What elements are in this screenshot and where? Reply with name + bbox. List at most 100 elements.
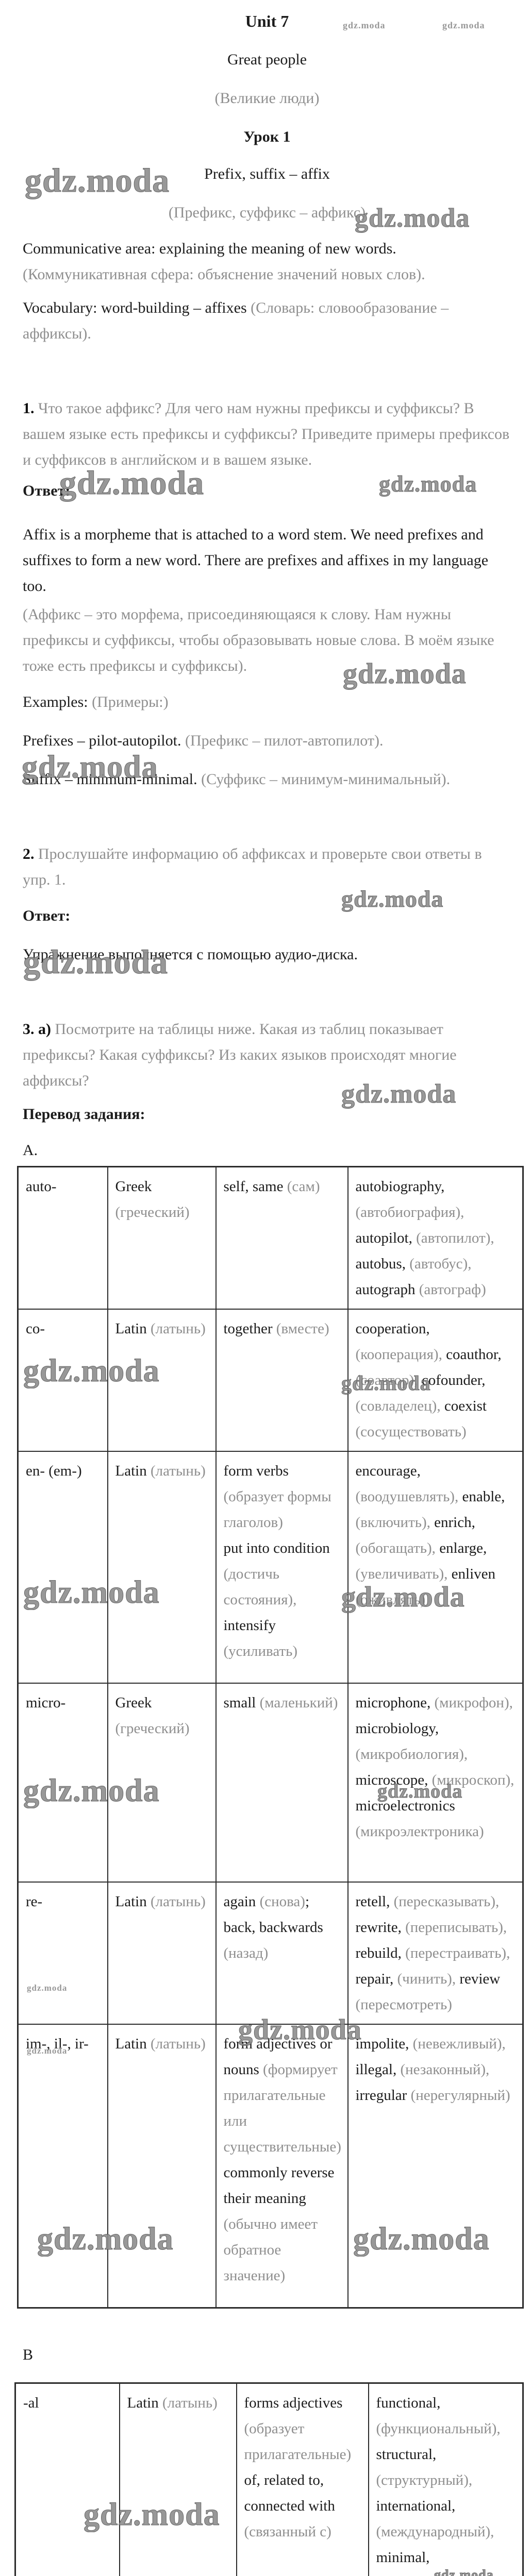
table-cell-origin: Greek (греческий): [107, 1166, 217, 1310]
text-segment: (микрофон),: [434, 1694, 513, 1711]
text-segment: forms adjectives: [244, 2394, 343, 2411]
text-segment: (автопилот),: [416, 1230, 494, 1246]
table-row: auto- Greek (греческий) self, same (сам)…: [17, 1166, 524, 1310]
text-segment: rebuild,: [355, 1945, 406, 1961]
table-cell-meaning: again (снова); back, backwards (назад): [215, 1882, 349, 2025]
text-segment: -al: [23, 2394, 39, 2411]
vocabulary-line: Vocabulary: word-building – affixes (Сло…: [23, 295, 511, 347]
text-segment: (назад): [223, 1945, 269, 1961]
text-segment: (латынь): [162, 2394, 218, 2411]
text-segment: (кооперация),: [355, 1346, 446, 1363]
text-segment: (микробиология),: [355, 1746, 468, 1762]
text-segment: autograph: [355, 1281, 419, 1298]
table-cell-meaning: small (маленький): [215, 1683, 349, 1883]
text-segment: enrich,: [434, 1514, 475, 1531]
text-segment: Affix is a morpheme that is attached to …: [23, 526, 489, 595]
text-segment: microscope,: [355, 1772, 432, 1788]
text-segment: (функциональный),: [376, 2420, 501, 2437]
text-segment: (Префикс – пилот-автопилот).: [185, 732, 384, 749]
text-segment: en- (em-): [26, 1463, 82, 1479]
table-cell-examples: microphone, (микрофон), microbiology, (м…: [347, 1683, 524, 1883]
task-1-text: 1. Что такое аффикс? Для чего нам нужны …: [23, 396, 511, 473]
topic-title-ru: (Великие люди): [214, 90, 320, 107]
task-2-text: 2. Прослушайте информацию об аффиксах и …: [23, 841, 511, 893]
table-b-suffixes: -al Latin (латынь) forms adjectives (обр…: [14, 2382, 524, 2576]
text-segment: microphone,: [355, 1694, 435, 1711]
table-cell-affix: co-: [17, 1309, 108, 1452]
text-segment: of, related to, connected with: [244, 2471, 335, 2514]
task-3-text: 3. a) Посмотрите на таблицы ниже. Какая …: [23, 1016, 511, 1094]
text-segment: (автобус),: [409, 1256, 472, 1272]
text-segment: (обогащать),: [355, 1540, 440, 1556]
text-segment: self, same: [223, 1178, 287, 1195]
text-segment: Examples:: [23, 693, 92, 710]
text-segment: Упражнение выполняется с помощью аудио-д…: [23, 946, 358, 963]
text-segment: (маленький): [259, 1694, 338, 1711]
text-segment: (нерегулярный): [410, 2087, 510, 2104]
text-segment: impolite,: [355, 2036, 413, 2052]
table-row: -al Latin (латынь) forms adjectives (обр…: [14, 2382, 524, 2576]
text-segment: (связанный с): [244, 2523, 331, 2540]
text-segment: intensify: [223, 1617, 276, 1634]
table-cell-origin: Latin (латынь): [107, 2024, 217, 2308]
text-segment: autobus,: [355, 1256, 410, 1272]
table-cell-meaning: forms adjectives (образует прилагательны…: [236, 2382, 369, 2576]
table-cell-meaning: together (вместе): [215, 1309, 349, 1452]
text-segment: Latin: [115, 1320, 151, 1337]
text-segment: irregular: [355, 2087, 411, 2104]
text-segment: Что такое аффикс? Для чего нам нужны пре…: [23, 400, 510, 468]
text-segment: (автограф): [419, 1281, 486, 1298]
text-segment: repair,: [355, 1971, 397, 1987]
text-segment: (греческий): [115, 1720, 190, 1737]
text-segment: co-: [26, 1320, 45, 1337]
table-cell-affix: auto-: [17, 1166, 108, 1310]
answer-label-1: Ответ:: [23, 482, 71, 499]
table-cell-origin: Latin (латынь): [107, 1309, 217, 1452]
text-segment: Latin: [115, 2036, 151, 2052]
text-segment: (пересказывать),: [393, 1893, 500, 1910]
translation-label: Перевод задания:: [23, 1106, 145, 1123]
table-cell-examples: cooperation, (кооперация), coauthor, (со…: [347, 1309, 524, 1452]
text-segment: (микроскоп),: [432, 1772, 515, 1788]
text-segment: Prefixes – pilot-autopilot.: [23, 732, 185, 749]
text-segment: 1.: [23, 400, 38, 417]
table-cell-affix: en- (em-): [17, 1451, 108, 1684]
text-segment: Latin: [127, 2394, 162, 2411]
text-segment: retell,: [355, 1893, 394, 1910]
text-segment: (увеличивать),: [355, 1566, 452, 1582]
text-segment: (обычно имеет обратное значение): [223, 2216, 318, 2284]
table-row: micro- Greek (греческий) small (маленьки…: [17, 1683, 524, 1883]
table-b-label: B: [23, 2346, 34, 2363]
topic-title: Great people: [227, 51, 307, 68]
text-segment: coexist: [444, 1398, 487, 1414]
text-segment: Latin: [115, 1463, 151, 1479]
table-cell-affix: re-: [17, 1882, 108, 2025]
text-segment: cofounder,: [421, 1372, 486, 1388]
text-segment: Suffix – minimum-minimal.: [23, 771, 202, 788]
text-segment: (переписывать),: [405, 1919, 507, 1936]
text-segment: (латынь): [150, 1463, 206, 1479]
text-segment: 3. a): [23, 1021, 55, 1038]
text-segment: (латынь): [150, 1320, 206, 1337]
table-a-label: A.: [23, 1142, 38, 1159]
text-segment: form verbs: [223, 1463, 289, 1479]
text-segment: micro-: [26, 1694, 66, 1711]
text-segment: form adjectives or nouns: [223, 2036, 333, 2078]
text-segment: international,: [376, 2497, 456, 2514]
text-segment: put into condition: [223, 1540, 330, 1556]
lesson-topic-ru: (Префикс, суффикс – аффикс): [168, 204, 366, 221]
text-segment: Latin: [115, 1893, 151, 1910]
lesson-title: Урок 1: [243, 128, 291, 145]
text-segment: (греческий): [115, 1204, 190, 1221]
text-segment: commonly reverse their meaning: [223, 2164, 335, 2207]
text-segment: (микроэлектроника): [355, 1823, 484, 1840]
table-row: en- (em-) Latin (латынь) form verbs (обр…: [17, 1451, 524, 1684]
text-segment: (латынь): [150, 1893, 206, 1910]
text-segment: (включить),: [355, 1514, 435, 1531]
table-cell-origin: Latin (латынь): [107, 1451, 217, 1684]
text-segment: review: [459, 1971, 501, 1987]
table-cell-meaning: form adjectives or nouns (формирует прил…: [215, 2024, 349, 2308]
text-segment: im-, il-, ir-: [26, 2036, 89, 2052]
text-segment: (минимальный),: [376, 2575, 480, 2576]
